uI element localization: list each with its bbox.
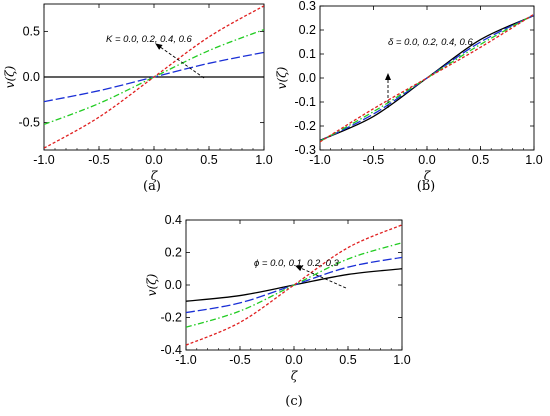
y-tick-label: -0.1 (294, 95, 316, 109)
x-tick-label: 0.0 (418, 153, 435, 167)
x-tick-label: 0.5 (339, 353, 356, 367)
y-tick-label: 0.5 (23, 24, 40, 38)
y-tick-label: 0.0 (23, 70, 40, 84)
panel-caption: (b) (417, 179, 435, 194)
x-tick-label: 1.0 (393, 353, 410, 367)
y-tick-label: -0.3 (294, 143, 316, 157)
series-line-4 (320, 13, 534, 143)
y-tick-label: -0.4 (160, 343, 182, 357)
x-axis-label: ζ (424, 169, 432, 183)
direction-arrow (295, 265, 347, 289)
series-line-4 (44, 5, 264, 149)
series-line-2 (320, 14, 534, 142)
series-line-4 (186, 224, 402, 346)
y-tick-label: 0.2 (165, 246, 182, 260)
y-tick-label: 0.0 (299, 71, 316, 85)
x-tick-label: 0.0 (145, 153, 162, 167)
series-line-3 (44, 28, 264, 126)
panel-caption: (c) (285, 394, 302, 409)
y-tick-label: 0.0 (165, 278, 182, 292)
x-axis-label: ζ (151, 169, 159, 183)
parameter-annotation: K = 0.0, 0.2, 0.4, 0.6 (106, 34, 193, 45)
y-tick-label: -0.2 (160, 311, 182, 325)
x-tick-label: -0.5 (88, 153, 110, 167)
chart-panel-3: -1.0 -0.5 0.0 0.5 1.0 -0.4 -0.2 0.0 0.2 0.4 ζ v(ζ) ϕ… (145, 213, 411, 409)
panel-caption: (a) (143, 179, 161, 194)
y-tick-label: 0.4 (165, 213, 182, 227)
x-axis-label: ζ (291, 369, 299, 383)
y-axis-label: v(ζ) (275, 66, 289, 89)
y-axis-label: v(ζ) (145, 273, 159, 296)
series-line-3 (186, 242, 402, 328)
x-tick-label: 0.5 (472, 153, 489, 167)
x-tick-label: -0.5 (229, 353, 251, 367)
x-tick-label: 0.0 (285, 353, 302, 367)
y-tick-label: -0.2 (294, 119, 316, 133)
x-tick-label: 0.5 (200, 153, 217, 167)
y-tick-label: 0.2 (299, 23, 316, 37)
x-tick-label: 1.0 (255, 153, 272, 167)
y-tick-label: 0.3 (299, 0, 316, 13)
y-axis-label: v(ζ) (3, 65, 17, 88)
x-tick-label: 1.0 (525, 153, 542, 167)
parameter-annotation: δ = 0.0, 0.2, 0.4, 0.6 (388, 37, 473, 48)
x-tick-label: -1.0 (175, 353, 197, 367)
x-tick-label: -1.0 (309, 153, 331, 167)
series-line-3 (320, 14, 534, 142)
y-tick-label: -0.5 (18, 116, 40, 130)
chart-panel-1: -1.0 -0.5 0.0 0.5 1.0 -0.5 0.0 0.5 ζ v(ζ) K = 0.0,… (3, 3, 273, 194)
parameter-annotation: ϕ = 0.0, 0.1, 0.2, 0.3 (254, 258, 339, 269)
chart-panel-2: -1.0 -0.5 0.0 0.5 1.0 -0.3 -0.2 -0.1 0.0 0.1 0.2 0.… (275, 0, 543, 194)
x-tick-label: -0.5 (363, 153, 385, 167)
x-tick-label: -1.0 (33, 153, 55, 167)
y-tick-label: 0.1 (299, 47, 316, 61)
